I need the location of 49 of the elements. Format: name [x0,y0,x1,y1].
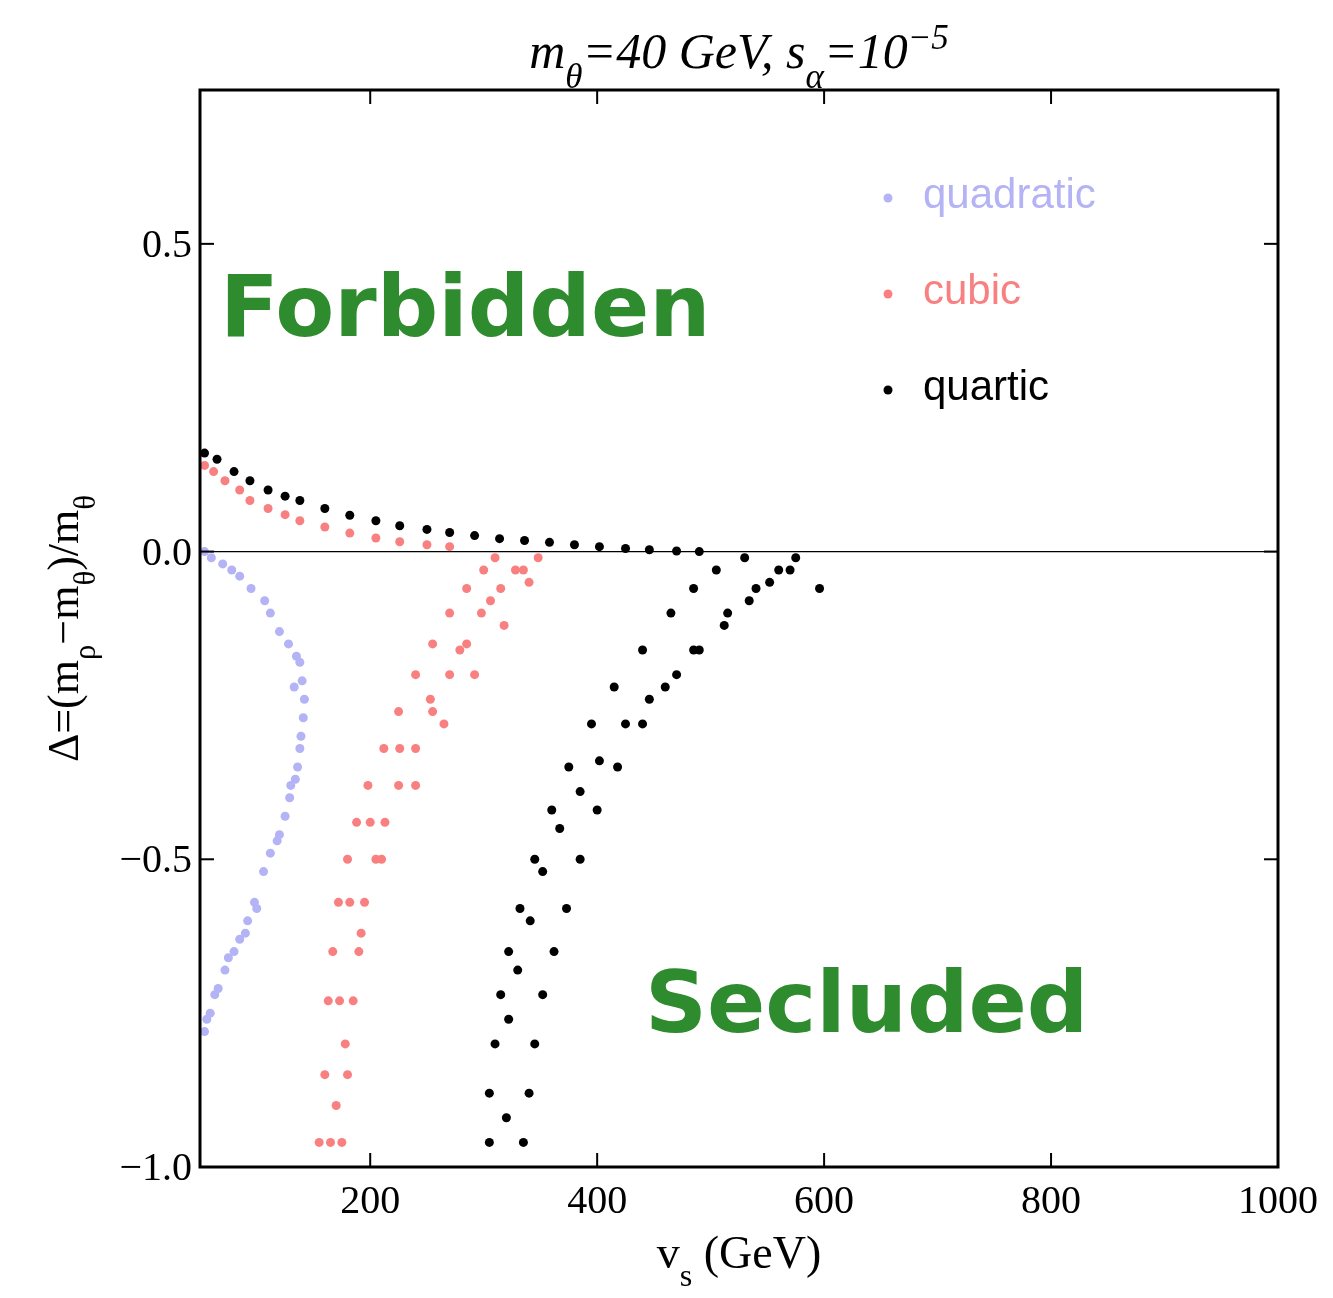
y-tick-label: 0.5 [142,220,192,266]
y-tick-label: 0.0 [142,528,192,574]
x-axis-title: v$_{s}$ (GeV) [656,1227,822,1293]
point [265,608,275,618]
x-tick-label: 200 [340,1177,401,1222]
point [202,1014,212,1024]
point [295,657,305,667]
point [293,762,303,772]
point [218,559,228,569]
point [246,584,256,593]
point [235,571,245,581]
point [235,934,245,944]
point [265,848,275,858]
point [289,682,299,692]
point [298,713,308,723]
point [280,811,290,821]
y-tick-label: −0.5 [119,836,192,882]
point [220,965,230,975]
annotation: Secluded [645,951,1089,1052]
chart-title: m$_{θ}$=40 GeV, s$_{α}$=10$^{−5}$ [529,17,949,96]
point [296,731,306,741]
point [274,627,284,637]
point [206,553,216,563]
point [227,565,237,575]
legend-label: quadratic [923,170,1096,217]
point [210,990,220,1000]
point [295,744,305,754]
point [229,947,239,957]
point [284,639,294,649]
x-tick-label: 1000 [1238,1177,1318,1222]
point [286,780,296,790]
x-tick-label: 600 [794,1177,855,1222]
point [243,916,253,926]
point [285,793,295,803]
legend-label: cubic [923,266,1022,313]
legend-label: quartic [923,362,1050,409]
point [260,596,270,606]
point [290,774,300,784]
point [297,676,307,686]
x-tick-label: 800 [1021,1177,1082,1222]
y-tick-label: −1.0 [119,1144,192,1189]
point [259,867,269,877]
point [223,953,233,963]
annotation: Forbidden [220,256,711,357]
point [299,694,309,704]
point [240,928,250,938]
x-tick-label: 400 [567,1177,628,1222]
point [252,904,262,914]
point [272,836,282,846]
